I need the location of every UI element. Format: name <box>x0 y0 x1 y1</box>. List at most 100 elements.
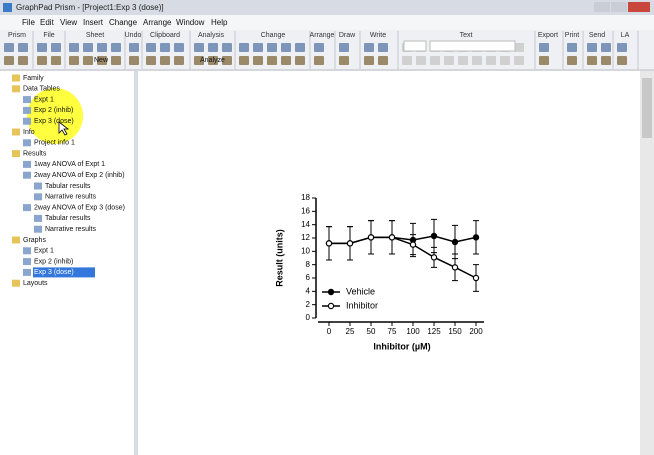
tree-item[interactable]: 1way ANOVA of Expt 1 <box>34 161 105 168</box>
toolbar-icon[interactable] <box>51 43 61 52</box>
tree-item[interactable]: Layouts <box>23 280 48 287</box>
tree-item[interactable]: Exp 3 (dose) <box>34 118 74 125</box>
toolbar-icon[interactable] <box>253 43 263 52</box>
toolbar-icon[interactable] <box>458 56 468 65</box>
menu-item[interactable]: Help <box>211 18 228 27</box>
tree-item[interactable]: Family <box>23 75 44 82</box>
tree-item[interactable]: Expt 1 <box>34 248 54 255</box>
toolbar-icon[interactable] <box>222 56 232 65</box>
toolbar-icon[interactable] <box>295 43 305 52</box>
toolbar-icon[interactable] <box>601 43 611 52</box>
tree-item[interactable]: Tabular results <box>45 215 91 222</box>
toolbar-icon[interactable] <box>97 56 107 65</box>
close-button[interactable] <box>628 2 650 12</box>
toolbar-icon[interactable] <box>601 56 611 65</box>
toolbar-icon[interactable] <box>111 56 121 65</box>
tree-item[interactable]: Results <box>23 150 47 157</box>
menu-item[interactable]: Arrange <box>143 18 172 27</box>
toolbar-icon[interactable] <box>486 56 496 65</box>
tree-item[interactable]: Info <box>23 129 35 136</box>
toolbar-icon[interactable] <box>69 43 79 52</box>
toolbar-icon[interactable] <box>239 43 249 52</box>
tree-item[interactable]: 2way ANOVA of Exp 3 (dose) <box>34 204 125 211</box>
toolbar-icon[interactable] <box>378 56 388 65</box>
toolbar-icon[interactable] <box>194 56 204 65</box>
toolbar-icon[interactable] <box>567 43 577 52</box>
maximize-button[interactable] <box>611 2 627 12</box>
toolbar-icon[interactable] <box>174 56 184 65</box>
toolbar-icon[interactable] <box>146 43 156 52</box>
toolbar-icon[interactable] <box>514 56 524 65</box>
toolbar-icon[interactable] <box>472 56 482 65</box>
toolbar-icon[interactable] <box>111 43 121 52</box>
minimize-button[interactable] <box>594 2 610 12</box>
toolbar-icon[interactable] <box>444 56 454 65</box>
toolbar-icon[interactable] <box>617 43 627 52</box>
toolbar-icon[interactable] <box>129 43 139 52</box>
scrollbar-thumb[interactable] <box>642 78 652 138</box>
toolbar-icon[interactable] <box>539 56 549 65</box>
toolbar-icon[interactable] <box>267 43 277 52</box>
toolbar-icon[interactable] <box>514 43 524 52</box>
toolbar-icon[interactable] <box>364 43 374 52</box>
tree-item[interactable]: Graphs <box>23 237 46 244</box>
toolbar-icon[interactable] <box>430 56 440 65</box>
toolbar-icon[interactable] <box>267 56 277 65</box>
toolbar-icon[interactable] <box>18 56 28 65</box>
toolbar-icon[interactable] <box>160 43 170 52</box>
toolbar-icon[interactable] <box>97 43 107 52</box>
tree-item[interactable]: Exp 2 (inhib) <box>34 107 73 114</box>
tree-item[interactable]: Tabular results <box>45 183 91 190</box>
toolbar-button[interactable]: New <box>94 57 109 64</box>
toolbar-icon[interactable] <box>587 56 597 65</box>
toolbar-icon[interactable] <box>378 43 388 52</box>
tree-item[interactable]: Exp 2 (inhib) <box>34 258 73 265</box>
toolbar-icon[interactable] <box>253 56 263 65</box>
tree-item[interactable]: Data Tables <box>23 86 60 93</box>
toolbar-icon[interactable] <box>222 43 232 52</box>
toolbar-icon[interactable] <box>295 56 305 65</box>
toolbar-icon[interactable] <box>69 56 79 65</box>
toolbar-icon[interactable] <box>239 56 249 65</box>
toolbar-icon[interactable] <box>339 56 349 65</box>
toolbar-icon[interactable] <box>587 43 597 52</box>
menu-item[interactable]: Window <box>176 18 205 27</box>
toolbar-icon[interactable] <box>539 43 549 52</box>
toolbar-icon[interactable] <box>416 56 426 65</box>
splitter[interactable] <box>134 71 138 455</box>
toolbar-icon[interactable] <box>4 43 14 52</box>
toolbar-icon[interactable] <box>617 56 627 65</box>
menu-item[interactable]: File <box>22 18 35 27</box>
tree-item[interactable]: Narrative results <box>45 194 96 201</box>
toolbar-icon[interactable] <box>160 56 170 65</box>
tree-item[interactable]: 2way ANOVA of Exp 2 (inhib) <box>34 172 125 179</box>
toolbar-icon[interactable] <box>314 56 324 65</box>
toolbar-icon[interactable] <box>4 56 14 65</box>
toolbar-icon[interactable] <box>208 43 218 52</box>
toolbar-icon[interactable] <box>281 43 291 52</box>
toolbar-icon[interactable] <box>83 56 93 65</box>
tree-item[interactable]: Project info 1 <box>34 140 75 147</box>
toolbar-icon[interactable] <box>339 43 349 52</box>
scrollbar[interactable] <box>640 71 654 455</box>
toolbar-icon[interactable] <box>129 56 139 65</box>
tree-item[interactable]: Expt 1 <box>34 96 54 103</box>
menu-item[interactable]: Change <box>109 18 138 27</box>
toolbar-icon[interactable] <box>194 43 204 52</box>
toolbar-icon[interactable] <box>37 56 47 65</box>
toolbar-icon[interactable] <box>402 56 412 65</box>
menu-item[interactable]: View <box>60 18 77 27</box>
tree-item[interactable]: Exp 3 (dose) <box>34 269 74 276</box>
menu-item[interactable]: Insert <box>83 18 104 27</box>
toolbar-button[interactable]: Analyze <box>200 57 225 64</box>
toolbar-icon[interactable] <box>37 43 47 52</box>
tree-item[interactable]: Narrative results <box>45 226 96 233</box>
toolbar-icon[interactable] <box>174 43 184 52</box>
toolbar-icon[interactable] <box>83 43 93 52</box>
toolbar-icon[interactable] <box>364 56 374 65</box>
toolbar-icon[interactable] <box>314 43 324 52</box>
toolbar-icon[interactable] <box>500 56 510 65</box>
toolbar-icon[interactable] <box>18 43 28 52</box>
toolbar-icon[interactable] <box>51 56 61 65</box>
toolbar-icon[interactable] <box>208 56 218 65</box>
